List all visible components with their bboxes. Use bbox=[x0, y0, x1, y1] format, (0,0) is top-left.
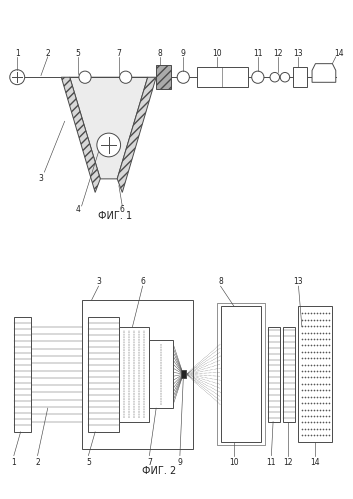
Circle shape bbox=[177, 71, 189, 83]
Bar bbox=[88, 317, 119, 432]
Text: 1: 1 bbox=[11, 458, 16, 467]
Circle shape bbox=[120, 71, 132, 83]
Text: ФИГ. 2: ФИГ. 2 bbox=[142, 466, 177, 476]
Polygon shape bbox=[117, 77, 156, 193]
Polygon shape bbox=[312, 64, 336, 82]
Text: 9: 9 bbox=[178, 458, 183, 467]
Text: 5: 5 bbox=[86, 458, 91, 467]
Text: 3: 3 bbox=[38, 174, 43, 183]
Text: 3: 3 bbox=[96, 276, 101, 285]
Bar bbox=[82, 300, 193, 449]
Bar bbox=[181, 370, 186, 378]
Bar bbox=[283, 327, 295, 422]
Bar bbox=[293, 67, 307, 87]
Bar bbox=[221, 306, 261, 442]
Bar bbox=[197, 67, 248, 87]
Text: 5: 5 bbox=[76, 49, 81, 58]
Bar bbox=[299, 306, 333, 442]
Text: 2: 2 bbox=[35, 458, 40, 467]
Text: 7: 7 bbox=[147, 458, 152, 467]
Text: 1: 1 bbox=[15, 49, 20, 58]
Text: 4: 4 bbox=[76, 205, 81, 214]
Circle shape bbox=[79, 71, 91, 83]
Circle shape bbox=[252, 71, 264, 83]
Text: 9: 9 bbox=[181, 49, 186, 58]
Text: 13: 13 bbox=[294, 276, 303, 285]
Text: 8: 8 bbox=[218, 276, 223, 285]
Text: ФИГ. 1: ФИГ. 1 bbox=[98, 211, 133, 221]
Circle shape bbox=[97, 133, 121, 157]
Text: 12: 12 bbox=[274, 49, 283, 58]
Text: 14: 14 bbox=[311, 458, 320, 467]
Text: 8: 8 bbox=[157, 49, 162, 58]
Text: 10: 10 bbox=[229, 458, 239, 467]
Circle shape bbox=[10, 70, 25, 85]
Bar bbox=[149, 340, 173, 408]
Text: 13: 13 bbox=[294, 49, 303, 58]
Text: 2: 2 bbox=[45, 49, 50, 58]
Bar bbox=[14, 317, 31, 432]
Text: 6: 6 bbox=[140, 276, 145, 285]
Text: 11: 11 bbox=[267, 458, 276, 467]
Bar bbox=[156, 65, 172, 89]
Bar bbox=[268, 327, 280, 422]
Text: 11: 11 bbox=[253, 49, 263, 58]
Text: 12: 12 bbox=[283, 458, 293, 467]
Text: 14: 14 bbox=[334, 49, 344, 58]
Polygon shape bbox=[61, 77, 100, 193]
Text: 7: 7 bbox=[116, 49, 121, 58]
Text: 6: 6 bbox=[120, 205, 125, 214]
Bar bbox=[119, 327, 149, 422]
Circle shape bbox=[280, 72, 290, 82]
Bar bbox=[217, 303, 265, 446]
Text: 10: 10 bbox=[213, 49, 222, 58]
Circle shape bbox=[270, 72, 280, 82]
Polygon shape bbox=[70, 77, 148, 179]
